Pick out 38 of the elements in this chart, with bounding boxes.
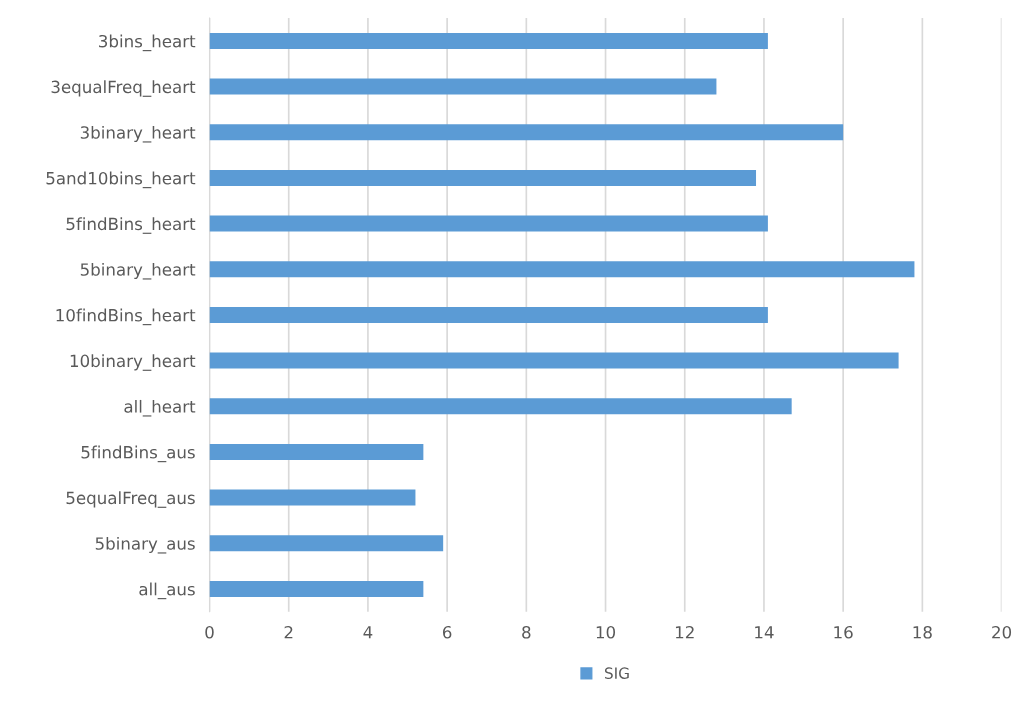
bar bbox=[209, 535, 444, 552]
bar bbox=[209, 352, 899, 369]
x-tick-label: 6 bbox=[442, 625, 452, 639]
y-tick-label: 10binary_heart bbox=[70, 354, 196, 371]
bar bbox=[209, 489, 416, 506]
y-tick-label: all_heart bbox=[124, 399, 196, 417]
y-tick-label: 5equalFreq_aus bbox=[66, 491, 195, 508]
bar bbox=[209, 306, 768, 323]
y-tick-label: 5binary_heart bbox=[80, 262, 196, 280]
y-tick-label: 3binary_heart bbox=[80, 125, 196, 143]
y-tick-label: 5binary_aus bbox=[95, 536, 195, 554]
bar bbox=[209, 261, 915, 278]
bar bbox=[209, 215, 768, 232]
x-tick-label: 12 bbox=[675, 625, 694, 639]
x-tick-label: 2 bbox=[284, 625, 293, 639]
y-tick-label: 10findBins_heart bbox=[56, 308, 196, 326]
bar bbox=[209, 169, 757, 186]
bar bbox=[209, 443, 424, 460]
y-tick-label: 3equalFreq_heart bbox=[51, 80, 196, 97]
bar bbox=[209, 124, 844, 141]
x-tick-label: 16 bbox=[834, 625, 853, 639]
y-tick-label: all_aus bbox=[139, 582, 195, 600]
x-tick-label: 14 bbox=[755, 626, 774, 639]
x-tick-label: 10 bbox=[596, 625, 616, 639]
x-tick-label: 8 bbox=[522, 625, 531, 639]
x-tick-label: 20 bbox=[992, 625, 1012, 639]
y-tick-label: 5findBins_aus bbox=[81, 445, 195, 463]
x-tick-label: 18 bbox=[913, 625, 932, 639]
y-tick-label: 5findBins_heart bbox=[66, 217, 196, 234]
y-tick-label: 5and10bins_heart bbox=[46, 171, 196, 189]
bar bbox=[209, 398, 792, 415]
bar bbox=[209, 78, 717, 95]
x-tick-label: 4 bbox=[363, 626, 373, 639]
x-tick-label: 0 bbox=[205, 625, 214, 639]
bar bbox=[209, 580, 424, 597]
y-tick-label: 3bins_heart bbox=[99, 34, 196, 52]
bar bbox=[209, 32, 768, 49]
legend-label: SIG bbox=[604, 667, 629, 679]
